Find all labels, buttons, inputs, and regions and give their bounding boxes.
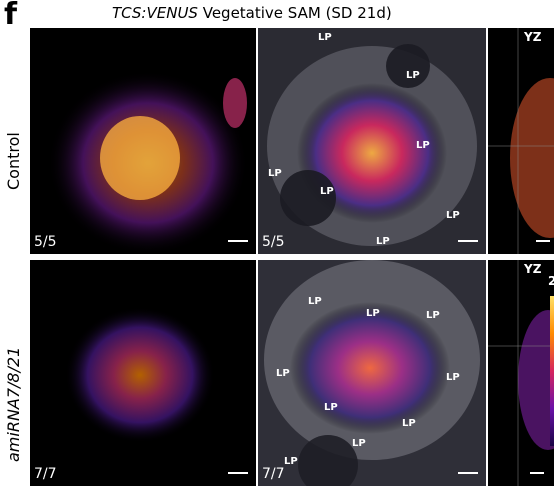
lp-label: LP bbox=[446, 372, 460, 383]
lp-label: LP bbox=[318, 32, 332, 43]
scale-bar bbox=[228, 240, 248, 242]
scale-bar bbox=[458, 472, 478, 474]
lp-label: LP bbox=[276, 368, 290, 379]
scale-bar bbox=[228, 472, 248, 474]
lp-label: LP bbox=[366, 308, 380, 319]
colorbar-max-label: 2 bbox=[548, 274, 554, 288]
yz-label: YZ bbox=[524, 262, 542, 276]
lp-label: LP bbox=[320, 186, 334, 197]
control-merged-image: LP LP LP LP LP LP LP 5/5 bbox=[258, 28, 486, 254]
control-venus-image: 5/5 bbox=[30, 28, 256, 254]
scale-bar bbox=[536, 240, 550, 242]
panel-letter: f bbox=[4, 0, 18, 32]
lp-label: LP bbox=[446, 210, 460, 221]
amirna-yz-section: YZ 2 bbox=[488, 260, 554, 486]
yz-label: YZ bbox=[524, 30, 542, 44]
lp-label: LP bbox=[402, 418, 416, 429]
lp-label: LP bbox=[426, 310, 440, 321]
title-italic: TCS:VENUS bbox=[112, 4, 198, 22]
lp-label: LP bbox=[376, 236, 390, 247]
amirna-venus-image: 7/7 bbox=[30, 260, 256, 486]
sample-count: 5/5 bbox=[262, 234, 285, 250]
lp-label: LP bbox=[308, 296, 322, 307]
amirna-merged-image: LP LP LP LP LP LP LP LP LP 7/7 bbox=[258, 260, 486, 486]
row-label-control: Control bbox=[4, 132, 23, 190]
row-label-amirna: amiRNA7/8/21 bbox=[4, 346, 23, 462]
scale-bar bbox=[458, 240, 478, 242]
sample-count: 5/5 bbox=[34, 234, 57, 250]
title-rest: Vegetative SAM (SD 21d) bbox=[197, 4, 392, 22]
sample-count: 7/7 bbox=[34, 466, 57, 482]
lp-label: LP bbox=[406, 70, 420, 81]
lp-label: LP bbox=[324, 402, 338, 413]
lp-label: LP bbox=[352, 438, 366, 449]
control-yz-section: YZ bbox=[488, 28, 554, 254]
colorbar bbox=[550, 296, 554, 446]
lp-label: LP bbox=[416, 140, 430, 151]
lp-label: LP bbox=[284, 456, 298, 467]
sample-count: 7/7 bbox=[262, 466, 285, 482]
scale-bar bbox=[530, 472, 544, 474]
lp-label: LP bbox=[268, 168, 282, 179]
figure-title: TCS:VENUS Vegetative SAM (SD 21d) bbox=[112, 4, 392, 22]
